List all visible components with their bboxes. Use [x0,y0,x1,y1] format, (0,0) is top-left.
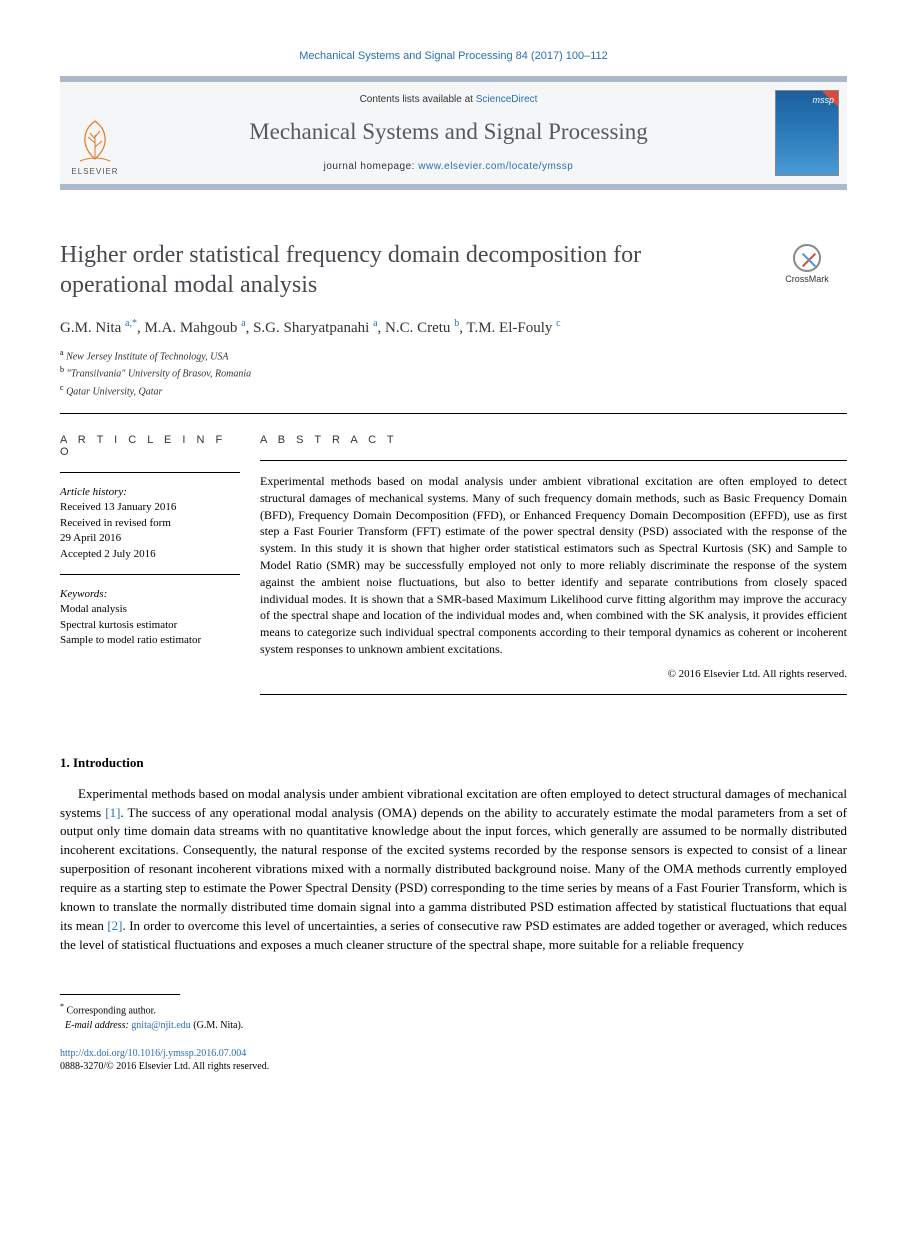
keywords-label: Keywords: [60,587,240,602]
doi-link[interactable]: http://dx.doi.org/10.1016/j.ymssp.2016.0… [60,1048,246,1059]
keywords-block: Keywords: Modal analysisSpectral kurtosi… [60,587,240,649]
abstract-divider [260,460,847,461]
divider-rule [260,694,847,695]
keyword-item: Sample to model ratio estimator [60,633,240,648]
corresponding-email-link[interactable]: gnita@njit.edu [131,1020,190,1031]
journal-homepage-link[interactable]: www.elsevier.com/locate/ymssp [418,161,573,172]
crossmark-label: CrossMark [785,274,829,284]
article-history-block: Article history: Received 13 January 201… [60,485,240,562]
issn-copyright-line: 0888-3270/© 2016 Elsevier Ltd. All right… [60,1061,269,1072]
abstract-copyright: © 2016 Elsevier Ltd. All rights reserved… [260,668,847,680]
email-label: E-mail address: [65,1020,131,1031]
article-title: Higher order statistical frequency domai… [60,240,747,300]
homepage-prefix: journal homepage: [324,161,419,172]
authors-line: G.M. Nita a,*, M.A. Mahgoub a, S.G. Shar… [60,318,847,337]
article-info-label: A R T I C L E I N F O [60,434,240,458]
section-heading: 1. Introduction [60,755,847,771]
revised-date: Received in revised form 29 April 2016 [60,516,240,547]
footnote-rule [60,994,180,995]
corresponding-author-footnote: * Corresponding author. E-mail address: … [60,1001,847,1032]
corresponding-label: Corresponding author. [67,1006,156,1017]
cover-thumbnail-block: mssp [767,82,847,184]
article-info-column: A R T I C L E I N F O Article history: R… [60,414,260,695]
received-date: Received 13 January 2016 [60,500,240,515]
info-divider [60,574,240,575]
contents-prefix: Contents lists available at [360,94,476,105]
section-introduction: 1. Introduction Experimental methods bas… [60,755,847,955]
header-citation: Mechanical Systems and Signal Processing… [60,50,847,62]
journal-homepage-line: journal homepage: www.elsevier.com/locat… [138,161,759,172]
affiliations-block: a New Jersey Institute of Technology, US… [60,347,847,399]
affiliation-line: c Qatar University, Qatar [60,382,847,399]
email-author-name: (G.M. Nita). [191,1020,244,1031]
journal-cover-thumbnail: mssp [775,90,839,176]
contents-available-line: Contents lists available at ScienceDirec… [138,94,759,105]
doi-block: http://dx.doi.org/10.1016/j.ymssp.2016.0… [60,1047,847,1073]
sciencedirect-link[interactable]: ScienceDirect [476,94,538,105]
abstract-column: A B S T R A C T Experimental methods bas… [260,414,847,695]
info-divider [60,472,240,473]
affiliation-line: b "Transilvania" University of Brasov, R… [60,364,847,381]
elsevier-tree-icon [70,115,120,165]
publisher-name: ELSEVIER [71,167,118,176]
accepted-date: Accepted 2 July 2016 [60,547,240,562]
keyword-item: Modal analysis [60,602,240,617]
affiliation-line: a New Jersey Institute of Technology, US… [60,347,847,364]
crossmark-icon [793,244,821,272]
crossmark-badge[interactable]: CrossMark [767,244,847,300]
abstract-text: Experimental methods based on modal anal… [260,473,847,658]
publisher-logo-block: ELSEVIER [60,82,130,184]
keyword-item: Spectral kurtosis estimator [60,618,240,633]
journal-name: Mechanical Systems and Signal Processing [138,119,759,145]
history-label: Article history: [60,485,240,500]
journal-masthead: ELSEVIER Contents lists available at Sci… [60,76,847,190]
cover-label: mssp [812,95,834,105]
intro-paragraph: Experimental methods based on modal anal… [60,785,847,955]
masthead-center: Contents lists available at ScienceDirec… [130,82,767,184]
abstract-label: A B S T R A C T [260,434,847,446]
